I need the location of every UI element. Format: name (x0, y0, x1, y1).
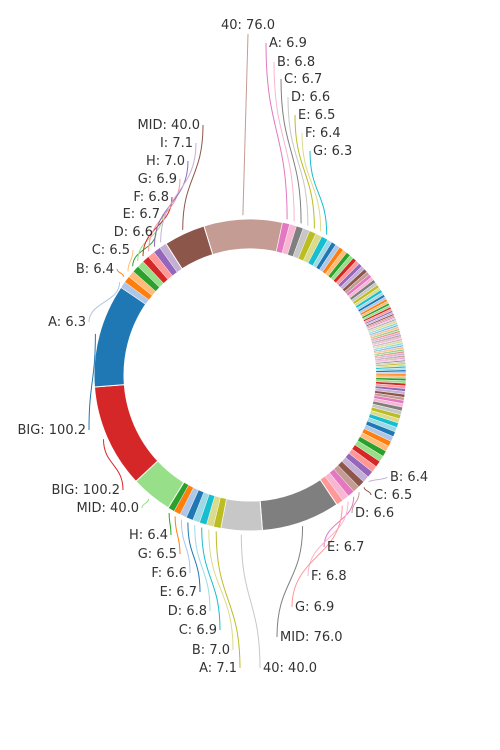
leader-line (294, 114, 315, 229)
leader-line (280, 78, 302, 224)
leader-line (187, 522, 201, 593)
leader-line (265, 42, 288, 220)
slice-label: F: 6.8 (311, 569, 347, 584)
donut-slices (93, 218, 407, 532)
leader-line (180, 519, 191, 574)
donut-slice (93, 384, 159, 483)
slice-label: MID: 40.0 (137, 118, 200, 133)
slice-label: C: 6.9 (179, 623, 217, 638)
slice-label: H: 6.4 (129, 528, 168, 543)
slice-label: I: 7.1 (160, 136, 193, 151)
slice-label: D: 6.6 (291, 90, 330, 105)
leader-line (291, 505, 343, 608)
slice-labels: 40: 76.0 A: 6.9 B: 6.8 C: 6.7 D: 6.6 E: 6.5 F:… (17, 18, 428, 676)
donut-slice (259, 478, 338, 532)
leader-line (103, 439, 124, 491)
slice-label: 40: 40.0 (263, 661, 317, 676)
slice-label: MID: 76.0 (280, 630, 343, 645)
slice-label: G: 6.9 (138, 172, 177, 187)
slice-label: A: 7.1 (199, 661, 237, 676)
leader-line (287, 96, 309, 226)
leader-line (363, 487, 372, 496)
slice-label: F: 6.8 (133, 190, 169, 205)
leader-line (88, 333, 96, 431)
donut-slice (165, 225, 214, 270)
slice-label: A: 6.3 (48, 315, 86, 330)
leader-line (116, 268, 125, 277)
leader-line (307, 501, 349, 577)
slice-label: D: 6.6 (114, 225, 153, 240)
slice-label: E: 6.7 (123, 207, 160, 222)
slice-label: B: 6.4 (76, 262, 114, 277)
donut-slice (203, 218, 284, 256)
slice-label: F: 6.4 (305, 126, 341, 141)
leader-line (160, 142, 197, 243)
slice-label: E: 6.5 (298, 108, 335, 123)
slice-label: MID: 40.0 (76, 501, 139, 516)
leader-line (194, 525, 211, 612)
slice-label: C: 6.7 (284, 72, 322, 87)
slice-label: D: 6.8 (168, 604, 207, 619)
leader-line (351, 492, 360, 514)
leader-line (301, 132, 322, 232)
slice-label: F: 6.6 (151, 566, 187, 581)
leader-line (273, 61, 295, 222)
slice-label: D: 6.6 (355, 506, 394, 521)
leader-line (88, 282, 121, 323)
label-leader-lines (88, 33, 388, 669)
leader-line (240, 534, 261, 669)
leader-line (323, 496, 355, 548)
leader-line (208, 529, 234, 651)
leader-line (368, 476, 388, 483)
donut-slice (220, 498, 263, 532)
slice-label: C: 6.5 (374, 488, 412, 503)
leader-line (309, 150, 328, 235)
slice-label: A: 6.9 (269, 36, 307, 51)
slice-label: E: 6.7 (327, 540, 364, 555)
slice-label: B: 6.8 (277, 55, 315, 70)
leader-line (141, 498, 150, 509)
slice-label: B: 6.4 (390, 470, 428, 485)
slice-label: 40: 76.0 (221, 18, 275, 33)
leader-line (168, 512, 172, 536)
slice-label: E: 6.7 (160, 585, 197, 600)
slice-label: BIG: 100.2 (17, 423, 86, 438)
slice-label: H: 7.0 (146, 154, 185, 169)
leader-line (276, 526, 304, 638)
leader-line (201, 527, 221, 631)
slice-label: B: 7.0 (192, 643, 230, 658)
slice-label: G: 6.9 (295, 600, 334, 615)
leader-line (242, 33, 249, 216)
slice-label: BIG: 100.2 (51, 483, 120, 498)
slice-label: C: 6.5 (92, 243, 130, 258)
leader-line (148, 178, 181, 252)
slice-label: G: 6.3 (313, 144, 352, 159)
leader-line (182, 124, 204, 230)
donut-slice (93, 286, 147, 388)
slice-label: G: 6.5 (138, 547, 177, 562)
leader-line (127, 249, 134, 272)
leader-line (174, 516, 181, 555)
leader-line (215, 531, 241, 669)
